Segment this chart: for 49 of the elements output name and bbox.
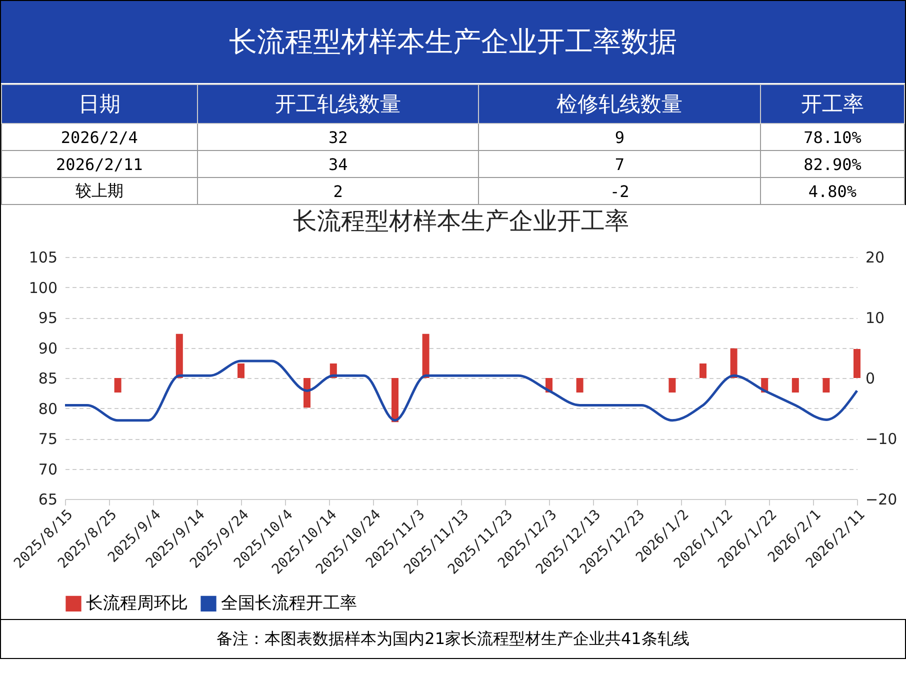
y2-tick-label: 0 xyxy=(866,370,876,388)
text: 2026/2/4 xyxy=(2,124,198,150)
bar xyxy=(668,378,676,393)
y-tick-label: 90 xyxy=(38,339,58,358)
category-label: 检修轧线数量 xyxy=(478,84,760,124)
bar xyxy=(114,378,122,393)
text: 备注：本图表数据样本为国内21家长流程型材生产企业共41条轧线 xyxy=(1,619,905,658)
text: 9 xyxy=(478,124,760,150)
bar xyxy=(422,334,430,378)
text: 78.10% xyxy=(760,124,904,150)
bar xyxy=(822,378,830,393)
bar xyxy=(304,378,310,408)
y-tick-label: 100 xyxy=(28,278,58,297)
y-tick-label: 70 xyxy=(38,460,58,478)
bar xyxy=(176,334,183,378)
category-label: 日期 xyxy=(2,84,198,124)
y2-tick-label: −20 xyxy=(866,490,898,508)
y2-tick-label: 10 xyxy=(866,309,885,327)
bar xyxy=(576,378,584,393)
text: -2 xyxy=(478,178,760,204)
text: 较上期 xyxy=(2,178,198,204)
text: 32 xyxy=(197,124,479,150)
category-label: 开工轧线数量 xyxy=(197,84,479,124)
bar xyxy=(792,378,799,393)
legend-label: 全国长流程开工率 xyxy=(221,594,357,614)
bar xyxy=(854,348,860,378)
line-series xyxy=(64,360,858,422)
y-tick-label: 75 xyxy=(38,430,58,448)
y-tick-label: 85 xyxy=(38,370,58,388)
bar xyxy=(730,348,738,378)
y2-tick-label: 20 xyxy=(866,248,885,266)
category-label: 开工率 xyxy=(760,84,904,124)
bar xyxy=(700,363,706,378)
text: 4.80% xyxy=(760,178,904,204)
text: 2 xyxy=(197,178,479,204)
y-tick-label: 95 xyxy=(38,309,58,327)
y-tick-label: 80 xyxy=(38,400,58,418)
text: 2026/2/11 xyxy=(2,150,198,178)
text: 长流程型材样本生产企业开工率数据 xyxy=(1,1,905,84)
y-tick-label: 65 xyxy=(38,490,58,508)
text: 7 xyxy=(478,150,760,178)
chart-title: 长流程型材样本生产企业开工率 xyxy=(293,207,629,235)
bar xyxy=(238,363,244,378)
y-tick-label: 105 xyxy=(28,248,58,266)
legend-label: 长流程周环比 xyxy=(86,594,188,614)
y2-tick-label: −10 xyxy=(866,430,898,448)
text: 82.90% xyxy=(760,150,904,178)
bar xyxy=(392,378,398,422)
text: 34 xyxy=(197,150,479,178)
